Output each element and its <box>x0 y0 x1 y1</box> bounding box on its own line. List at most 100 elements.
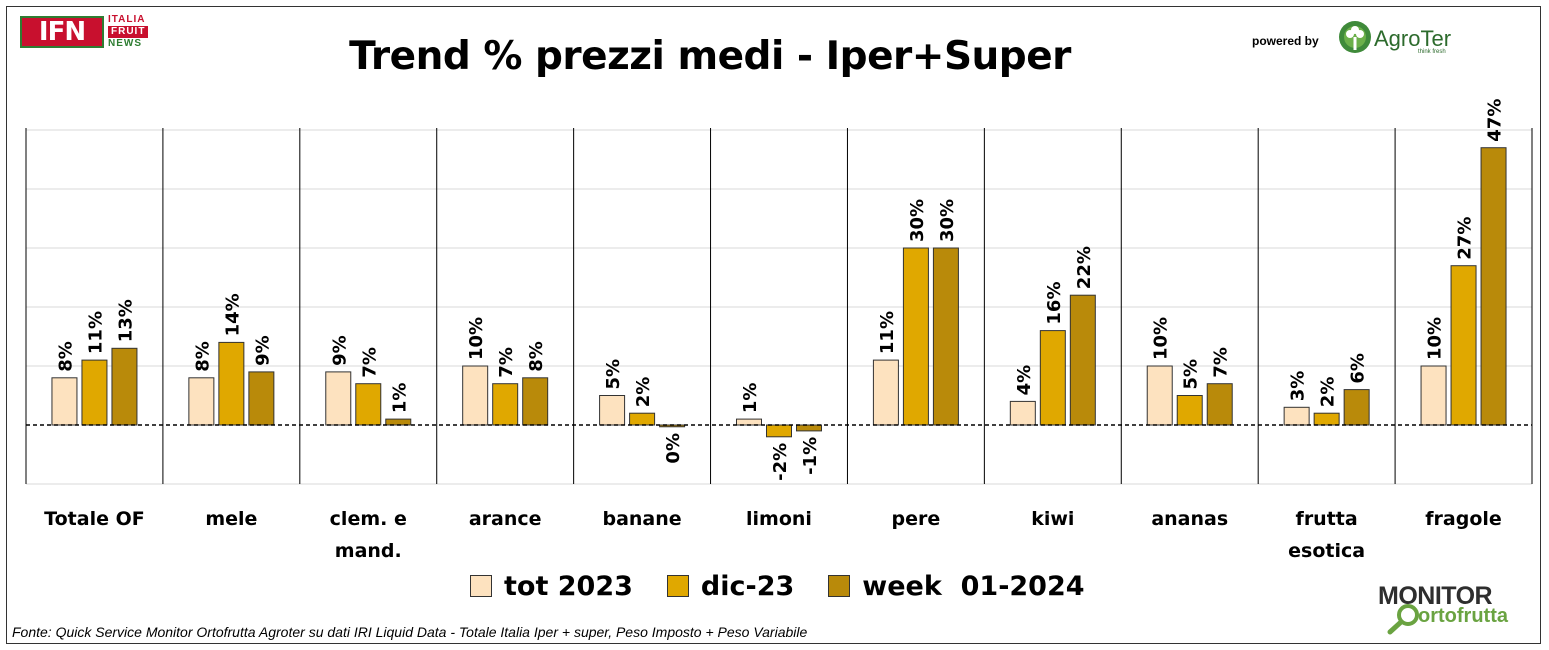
data-label: 27% <box>1455 217 1476 260</box>
bar <box>932 247 959 426</box>
bar <box>385 418 412 426</box>
ifn-logo-line2: FRUIT <box>108 26 149 38</box>
legend-swatch <box>666 575 689 597</box>
bar <box>81 359 108 426</box>
data-label: 13% <box>115 299 136 342</box>
data-label: 10% <box>1425 317 1446 360</box>
bar <box>1039 330 1066 426</box>
legend-swatch <box>470 575 492 597</box>
bar <box>1069 294 1096 426</box>
data-label: 8% <box>192 341 213 372</box>
data-label: 6% <box>1348 353 1369 384</box>
data-label: 1% <box>740 383 761 414</box>
category-label: banane <box>602 508 681 530</box>
legend-label: dic-23 <box>700 570 795 602</box>
bar <box>599 395 626 426</box>
bar <box>796 424 822 432</box>
bar <box>1176 395 1203 426</box>
category-label: clem. e <box>330 508 407 530</box>
data-label: 8% <box>526 341 547 372</box>
powered-by-text: powered by <box>1252 34 1319 48</box>
legend-label: tot 2023 <box>504 570 633 602</box>
bar <box>736 418 762 426</box>
bar <box>218 341 245 426</box>
category-label: frutta <box>1296 508 1358 530</box>
bar <box>522 377 549 426</box>
monitor-logo-line2: ortofrutta <box>1418 605 1508 627</box>
bar <box>1009 400 1036 426</box>
category-label: Totale OF <box>44 508 145 530</box>
data-label: 8% <box>55 341 76 372</box>
category-label: esotica <box>1288 540 1365 562</box>
data-label: 7% <box>1211 347 1232 378</box>
chart-frame <box>6 6 1541 644</box>
data-label: 22% <box>1074 246 1095 289</box>
legend-swatch <box>828 575 851 597</box>
bar <box>1480 147 1507 426</box>
bar <box>1313 412 1340 426</box>
data-label: 5% <box>1181 359 1202 390</box>
category-label: mele <box>205 508 257 530</box>
ifn-logo-line3: NEWS <box>108 38 142 49</box>
data-label: 5% <box>603 359 624 390</box>
monitor-ortofrutta-logo: MONITOR ortofrutta <box>1378 582 1538 635</box>
data-label: 7% <box>359 347 380 378</box>
bar <box>462 365 489 426</box>
bar <box>766 424 792 438</box>
bar <box>629 412 656 426</box>
legend-item: dic-23 <box>666 570 795 602</box>
data-label: 10% <box>1151 317 1172 360</box>
bar <box>902 247 929 426</box>
data-label: 2% <box>1318 377 1339 408</box>
data-label: 0% <box>663 433 684 464</box>
legend-label: week 01-2024 <box>862 570 1085 602</box>
bar <box>1420 365 1447 426</box>
chart-title: Trend % prezzi medi - Iper+Super <box>349 34 1071 79</box>
source-note: Fonte: Quick Service Monitor Ortofrutta … <box>12 624 808 640</box>
legend-item: week 01-2024 <box>828 570 1085 602</box>
data-label: 1% <box>389 383 410 414</box>
bar <box>872 359 899 426</box>
bar <box>248 371 275 426</box>
data-label: 11% <box>85 311 106 354</box>
data-label: 9% <box>329 335 350 366</box>
bar <box>1450 265 1477 426</box>
data-label: 16% <box>1044 282 1065 325</box>
monitor-logo-line1: MONITOR <box>1378 582 1493 610</box>
category-label: kiwi <box>1031 508 1074 530</box>
bar <box>355 383 382 426</box>
ifn-logo: IFN ITALIA FRUIT NEWS <box>20 14 170 54</box>
agroter-logo: AgroTer think fresh <box>1338 20 1468 58</box>
data-label: 9% <box>252 335 273 366</box>
data-label: 47% <box>1485 99 1506 142</box>
category-label: ananas <box>1151 508 1228 530</box>
bar <box>111 347 138 426</box>
bar <box>1146 365 1173 426</box>
chart-legend: tot 2023 dic-23 week 01-2024 <box>470 566 1119 606</box>
data-label: 14% <box>222 293 243 336</box>
category-label: fragole <box>1425 508 1502 530</box>
bar <box>1283 406 1310 426</box>
data-label: -1% <box>800 437 821 475</box>
bar <box>51 377 78 426</box>
category-label: limoni <box>746 508 812 530</box>
data-label: 7% <box>496 347 517 378</box>
data-label: 30% <box>907 199 928 242</box>
data-label: 4% <box>1014 365 1035 396</box>
tree-icon <box>1339 21 1371 53</box>
category-label: arance <box>469 508 542 530</box>
agroter-logo-name: AgroTer <box>1374 26 1452 51</box>
data-label: 11% <box>877 311 898 354</box>
ifn-logo-line1: ITALIA <box>108 14 146 25</box>
data-label: 3% <box>1288 371 1309 402</box>
magnifier-icon <box>1387 604 1419 635</box>
bar <box>492 383 519 426</box>
category-label: pere <box>892 508 941 530</box>
data-label: 30% <box>937 199 958 242</box>
bar <box>188 377 215 426</box>
category-label: mand. <box>335 540 402 562</box>
bar <box>1206 383 1233 426</box>
data-label: 10% <box>466 317 487 360</box>
bar <box>325 371 352 426</box>
